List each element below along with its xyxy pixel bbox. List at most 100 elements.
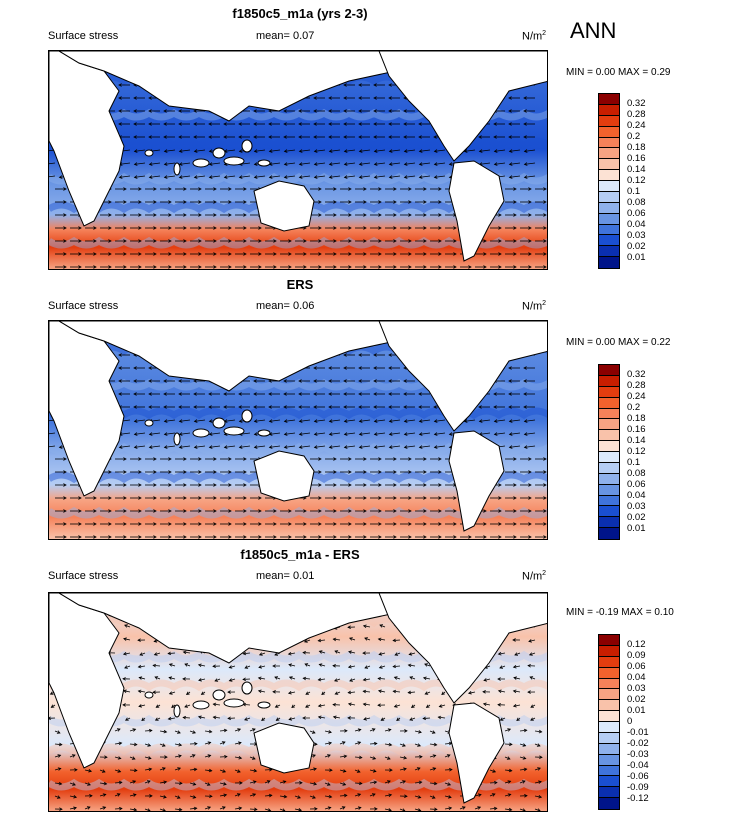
colorbar-box <box>599 181 619 192</box>
colorbar-box <box>599 257 619 268</box>
colorbar-box <box>599 645 619 657</box>
colorbar-label: 0.1 <box>627 457 641 468</box>
colorbar-box <box>599 776 619 788</box>
colorbar-label: 0.04 <box>627 672 646 683</box>
colorbar-box <box>599 754 619 766</box>
colorbar-box <box>599 148 619 160</box>
colorbar-box <box>599 430 619 442</box>
colorbar-label: 0.01 <box>627 252 646 263</box>
colorbar-label: 0.32 <box>627 98 646 109</box>
panel-2-variable: Surface stress <box>48 300 119 312</box>
panel-1-colorbar <box>598 93 620 269</box>
panel-1-mean: mean= 0.07 <box>256 30 315 42</box>
colorbar-box <box>599 365 619 376</box>
colorbar-box <box>599 452 619 463</box>
season-label: ANN <box>570 18 617 43</box>
colorbar-label: 0.14 <box>627 435 646 446</box>
panel-2-colorbar <box>598 364 620 540</box>
colorbar-box <box>599 667 619 679</box>
colorbar-label: 0.06 <box>627 479 646 490</box>
colorbar-label: 0.12 <box>627 446 646 457</box>
panel-1-units: N/m2 <box>522 30 547 43</box>
panel-3-units: N/m2 <box>522 570 547 583</box>
colorbar-box <box>599 170 619 181</box>
panel-2-map <box>48 320 548 540</box>
colorbar-box <box>599 137 619 149</box>
colorbar-box <box>599 191 619 203</box>
panel-3-map <box>48 592 548 812</box>
colorbar-label: 0.2 <box>627 131 641 142</box>
colorbar-label: 0.24 <box>627 120 646 131</box>
panel-1-map <box>48 50 548 270</box>
colorbar-label: 0.32 <box>627 369 646 380</box>
panel-2-minmax: MIN = 0.00 MAX = 0.22 <box>566 337 671 348</box>
colorbar-box <box>599 115 619 127</box>
panel-3-variable: Surface stress <box>48 570 119 582</box>
colorbar-box <box>599 506 619 518</box>
colorbar-label: 0.06 <box>627 661 646 672</box>
panel-3-mean: mean= 0.01 <box>256 570 315 582</box>
colorbar-box <box>599 202 619 214</box>
colorbar-label: 0.08 <box>627 468 646 479</box>
colorbar-box <box>599 484 619 496</box>
colorbar-box <box>599 678 619 690</box>
colorbar-box <box>599 787 619 799</box>
colorbar-box <box>599 635 619 646</box>
colorbar-box <box>599 473 619 485</box>
colorbar-box <box>599 224 619 236</box>
colorbar-box <box>599 386 619 398</box>
colorbar-label: 0.18 <box>627 142 646 153</box>
colorbar-box <box>599 235 619 247</box>
colorbar-label: 0.02 <box>627 694 646 705</box>
colorbar-box <box>599 689 619 701</box>
colorbar-label: -0.03 <box>627 749 649 760</box>
colorbar-box <box>599 722 619 733</box>
colorbar-box <box>599 798 619 809</box>
colorbar-box <box>599 711 619 722</box>
panel-1-minmax: MIN = 0.00 MAX = 0.29 <box>566 67 671 78</box>
colorbar-label: 0.03 <box>627 230 646 241</box>
colorbar-box <box>599 517 619 529</box>
panel-1-field <box>49 51 547 269</box>
colorbar-label: 0.06 <box>627 208 646 219</box>
colorbar-label: 0.01 <box>627 705 646 716</box>
panel-3-minmax: MIN = -0.19 MAX = 0.10 <box>566 607 674 618</box>
colorbar-label: 0.16 <box>627 424 646 435</box>
colorbar-box <box>599 700 619 712</box>
colorbar-label: -0.04 <box>627 760 649 771</box>
colorbar-label: 0.1 <box>627 186 641 197</box>
panel-3-colorbar <box>598 634 620 810</box>
colorbar-box <box>599 441 619 452</box>
colorbar-box <box>599 246 619 258</box>
colorbar-box <box>599 528 619 539</box>
colorbar-label: 0.04 <box>627 490 646 501</box>
colorbar-box <box>599 419 619 431</box>
colorbar-box <box>599 732 619 744</box>
colorbar-label: -0.09 <box>627 782 649 793</box>
colorbar-label: 0.28 <box>627 109 646 120</box>
panel-2-units: N/m2 <box>522 300 547 313</box>
colorbar-label: -0.01 <box>627 727 649 738</box>
panel-2-title: ERS <box>286 277 314 292</box>
panel-3-field <box>49 593 547 811</box>
colorbar-label: 0.16 <box>627 153 646 164</box>
colorbar-label: 0.08 <box>627 197 646 208</box>
colorbar-label: 0.12 <box>627 175 646 186</box>
colorbar-label: 0.09 <box>627 650 646 661</box>
colorbar-box <box>599 656 619 668</box>
panel-3-title: f1850c5_m1a - ERS <box>240 547 360 562</box>
colorbar-box <box>599 126 619 138</box>
colorbar-label: 0.02 <box>627 512 646 523</box>
colorbar-label: 0.02 <box>627 241 646 252</box>
colorbar-label: 0.14 <box>627 164 646 175</box>
colorbar-label: 0.12 <box>627 639 646 650</box>
colorbar-box <box>599 765 619 777</box>
colorbar-label: 0.24 <box>627 391 646 402</box>
colorbar-label: 0.04 <box>627 219 646 230</box>
colorbar-box <box>599 495 619 507</box>
colorbar-box <box>599 462 619 474</box>
colorbar-box <box>599 94 619 105</box>
colorbar-label: 0.01 <box>627 523 646 534</box>
colorbar-label: 0.03 <box>627 501 646 512</box>
colorbar-box <box>599 397 619 409</box>
